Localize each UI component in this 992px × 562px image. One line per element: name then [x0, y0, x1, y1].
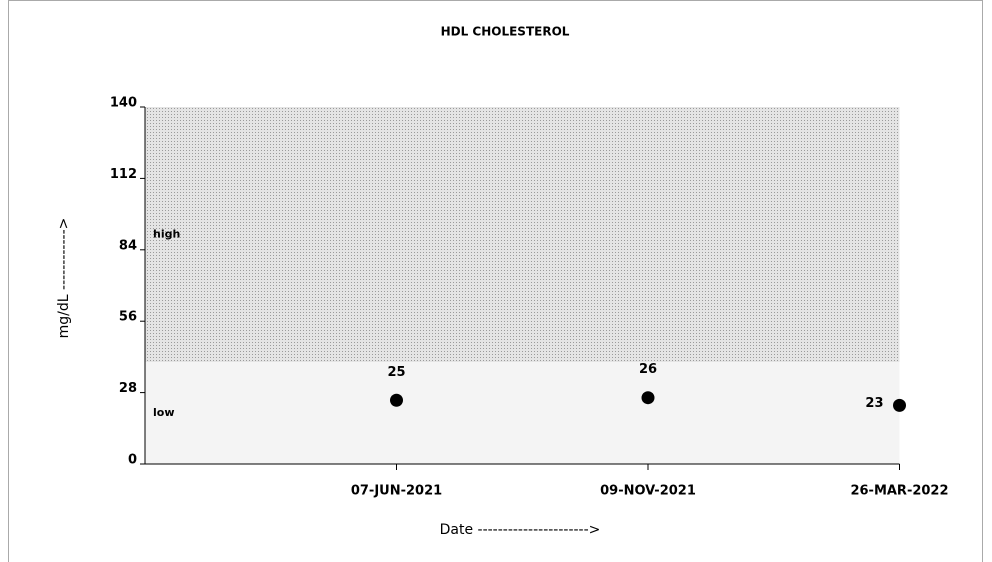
y-tick-label: 84	[119, 238, 137, 253]
data-label: 25	[387, 365, 405, 380]
y-tick-label: 28	[119, 381, 137, 396]
y-tick-label: 0	[128, 453, 137, 468]
data-label: 26	[639, 362, 657, 377]
y-tick-label: 140	[110, 96, 137, 111]
frame	[8, 0, 983, 562]
plot: low high 0 28 56 84 112 140 07-JUN-2021 25 09-NOV-…	[110, 96, 949, 499]
band-label: low	[153, 406, 175, 419]
point	[893, 398, 906, 412]
y-tick-label: 112	[110, 167, 137, 182]
x-axis-title: Date ---------------------->	[440, 522, 601, 538]
band	[145, 362, 900, 464]
chart-title: HDL CHOLESTEROL	[441, 25, 570, 39]
band	[145, 107, 900, 362]
x-tick-label: 07-JUN-2021	[351, 484, 442, 499]
band-label: high	[153, 228, 180, 241]
y-axis-title: mg/dL ------------>	[56, 218, 72, 339]
point	[641, 391, 655, 405]
data-label: 23	[865, 396, 883, 411]
y-tick-label: 56	[119, 310, 137, 325]
point	[390, 393, 403, 407]
x-tick-label: 26-MAR-2022	[850, 484, 948, 499]
x-tick-label: 09-NOV-2021	[600, 484, 696, 499]
